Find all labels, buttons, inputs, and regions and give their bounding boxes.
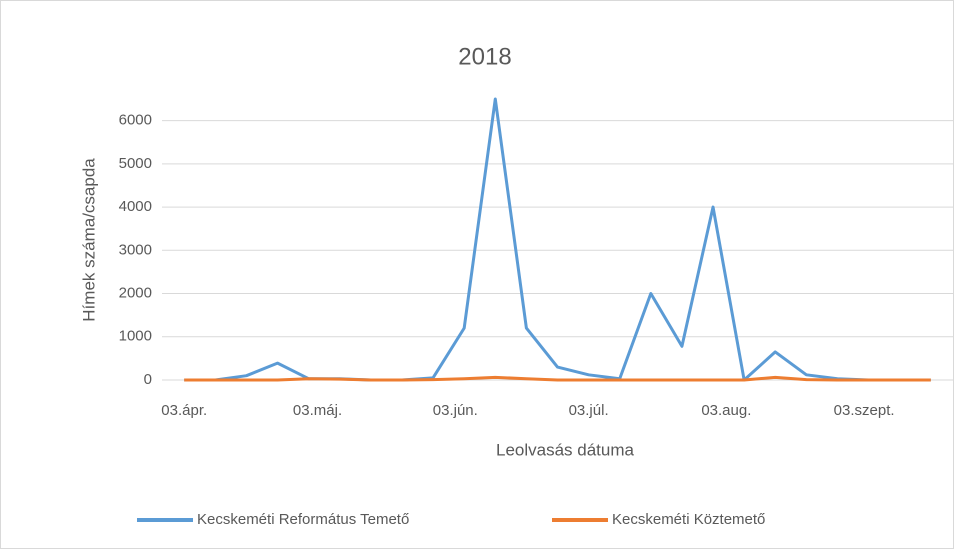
- y-tick-label: 0: [144, 371, 152, 388]
- x-tick-label: 03.szept.: [834, 402, 895, 419]
- legend-label: Kecskeméti Református Temető: [197, 511, 409, 528]
- x-tick-label: 03.júl.: [569, 402, 609, 419]
- legend-label: Kecskeméti Köztemető: [612, 511, 765, 528]
- y-tick-label: 6000: [119, 112, 152, 129]
- x-tick-label: 03.jún.: [433, 402, 478, 419]
- line-series: [184, 375, 931, 382]
- x-tick-label: 03.ápr.: [161, 402, 207, 419]
- chart-title: 2018: [458, 43, 511, 70]
- y-tick-label: 1000: [119, 328, 152, 345]
- x-tick-label: 03.máj.: [293, 402, 342, 419]
- x-axis-label: Leolvasás dátuma: [496, 440, 635, 459]
- y-tick-label: 5000: [119, 155, 152, 172]
- y-tick-label: 3000: [119, 241, 152, 258]
- y-axis-label: Hímek száma/csapda: [79, 158, 98, 322]
- y-tick-label: 2000: [119, 285, 152, 302]
- x-tick-label: 03.aug.: [701, 402, 751, 419]
- y-tick-label: 4000: [119, 198, 152, 215]
